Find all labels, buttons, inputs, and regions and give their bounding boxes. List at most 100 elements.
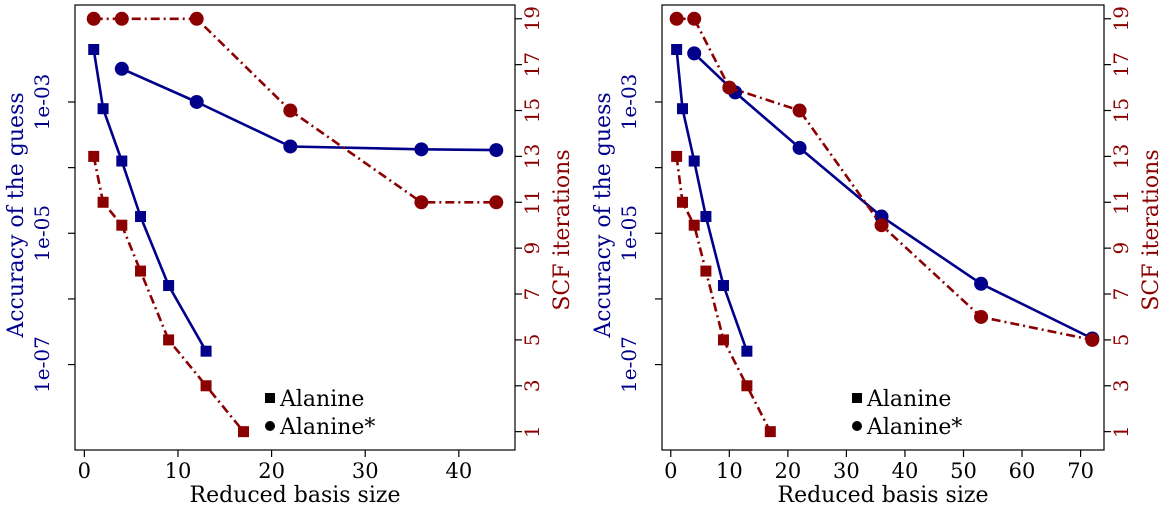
y-left-tick-label: 1e-07 xyxy=(30,336,54,393)
legend-circle-icon xyxy=(265,421,275,431)
square-marker xyxy=(135,211,147,223)
square-marker xyxy=(163,334,175,346)
square-marker xyxy=(88,150,100,162)
square-marker xyxy=(200,380,212,392)
y-right-tick-label: 7 xyxy=(1109,288,1133,301)
square-marker xyxy=(238,426,250,438)
circle-marker xyxy=(283,139,298,154)
series-alanine-star-scf xyxy=(86,11,504,210)
chart-panel-2: 0 10 20 30 40 50 60 701e-071e-051e-031357911131… xyxy=(591,4,1164,508)
square-marker xyxy=(671,43,683,55)
y-right-tick-label: 15 xyxy=(520,98,544,123)
x-tick-label: 50 xyxy=(950,459,977,483)
series-alanine-star-scf xyxy=(669,11,1100,347)
x-tick-label: 20 xyxy=(258,459,285,483)
y-right-tick-label: 1 xyxy=(520,425,544,438)
x-tick-label: 30 xyxy=(352,459,379,483)
square-marker xyxy=(116,219,128,231)
circle-marker xyxy=(414,195,429,210)
series-alanine-accuracy xyxy=(88,43,212,357)
circle-marker xyxy=(414,142,429,157)
legend-square-icon xyxy=(852,393,862,403)
circle-marker xyxy=(489,143,504,158)
circle-marker xyxy=(86,11,101,26)
series-line xyxy=(121,67,497,152)
square-marker xyxy=(688,155,700,167)
square-marker xyxy=(97,103,109,115)
legend-circle-icon xyxy=(852,421,862,431)
y-right-tick-label: 9 xyxy=(520,242,544,255)
series-line xyxy=(676,17,1093,342)
y-left-tick-label: 1e-05 xyxy=(30,205,54,262)
circle-marker xyxy=(189,11,204,26)
y-left-tick-label: 1e-03 xyxy=(30,74,54,131)
circle-marker xyxy=(974,309,989,324)
y-right-tick-label: 17 xyxy=(1109,52,1133,77)
x-tick-label: 0 xyxy=(664,459,677,483)
series-line xyxy=(675,49,749,352)
legend-label-alanine: Alanine xyxy=(866,387,951,412)
circle-marker xyxy=(189,94,204,109)
y-left-tick-label: 1e-07 xyxy=(617,336,641,393)
circle-marker xyxy=(1085,332,1100,347)
series-line xyxy=(92,49,208,352)
series-alanine-scf xyxy=(88,150,250,438)
square-marker xyxy=(700,265,712,277)
square-marker xyxy=(116,155,128,167)
y-right-tick-label: 3 xyxy=(1109,379,1133,392)
plot-frame xyxy=(661,4,1105,451)
square-marker xyxy=(717,280,729,292)
square-marker xyxy=(717,334,729,346)
legend: Alanine Alanine* xyxy=(852,387,962,440)
circle-marker xyxy=(114,11,129,26)
square-marker xyxy=(135,265,147,277)
y-right-tick-label: 5 xyxy=(1109,334,1133,347)
circle-marker xyxy=(687,11,702,26)
circle-marker xyxy=(792,103,807,118)
chart-panel-1: 0 10 20 30 401e-071e-051e-03135791113151719R… xyxy=(4,4,575,508)
square-marker xyxy=(676,103,688,115)
y-right-tick-label: 13 xyxy=(1109,144,1133,169)
x-tick-label: 0 xyxy=(78,459,91,483)
y-right-axis-label: SCF iterations xyxy=(1139,149,1164,310)
square-marker xyxy=(676,196,688,208)
plot-frame xyxy=(74,4,516,451)
circle-marker xyxy=(669,11,684,26)
square-marker xyxy=(700,211,712,223)
y-left-tick-label: 1e-05 xyxy=(617,205,641,262)
y-right-tick-label: 1 xyxy=(1109,425,1133,438)
square-marker xyxy=(741,380,753,392)
y-right-tick-label: 7 xyxy=(520,288,544,301)
square-marker xyxy=(200,345,212,357)
y-right-tick-label: 9 xyxy=(1109,242,1133,255)
series-alanine-star-accuracy xyxy=(687,46,1100,346)
square-marker xyxy=(688,219,700,231)
y-right-tick-label: 11 xyxy=(1109,190,1133,215)
legend: Alanine Alanine* xyxy=(265,387,375,440)
legend-label-alanine-star: Alanine* xyxy=(866,415,962,440)
x-axis-label: Reduced basis size xyxy=(778,483,989,508)
square-marker xyxy=(764,426,776,438)
x-tick-label: 30 xyxy=(833,459,860,483)
y-right-tick-label: 17 xyxy=(520,52,544,77)
y-left-axis-label: Accuracy of the guess xyxy=(591,92,616,338)
circle-marker xyxy=(974,276,989,291)
y-right-tick-label: 19 xyxy=(520,6,544,31)
series-alanine-scf xyxy=(671,150,776,438)
y-right-tick-label: 5 xyxy=(520,334,544,347)
x-tick-label: 10 xyxy=(716,459,743,483)
circle-marker xyxy=(114,61,129,76)
x-axis-label: Reduced basis size xyxy=(190,483,401,508)
legend-label-alanine-star: Alanine* xyxy=(279,415,375,440)
y-left-axis-label: Accuracy of the guess xyxy=(4,92,29,338)
y-right-tick-label: 3 xyxy=(520,379,544,392)
y-right-tick-label: 13 xyxy=(520,144,544,169)
y-right-axis-label: SCF iterations xyxy=(550,149,575,310)
circle-marker xyxy=(874,218,889,233)
square-marker xyxy=(671,150,683,162)
x-tick-label: 40 xyxy=(445,459,472,483)
circle-marker xyxy=(722,80,737,95)
x-tick-label: 60 xyxy=(1009,459,1036,483)
square-marker xyxy=(163,280,175,292)
